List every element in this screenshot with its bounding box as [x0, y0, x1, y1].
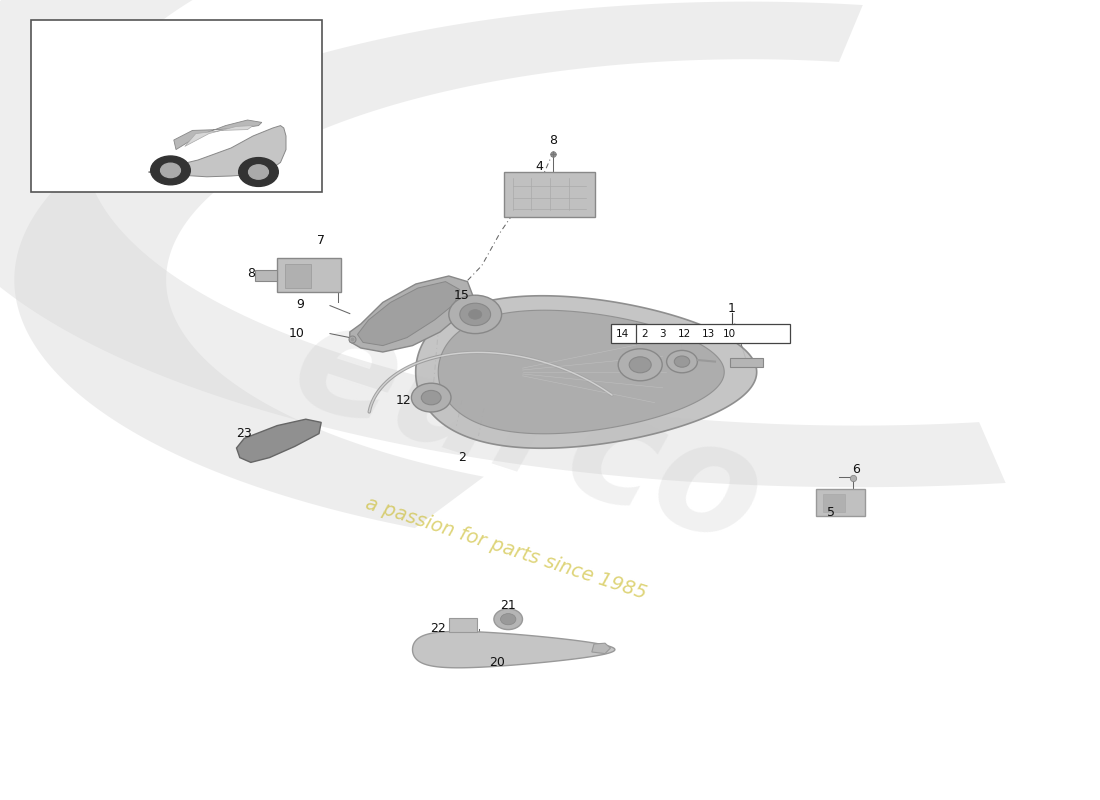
Circle shape [411, 383, 451, 412]
Polygon shape [236, 419, 321, 462]
Text: 20: 20 [490, 656, 505, 669]
Circle shape [239, 158, 278, 186]
Text: 7: 7 [317, 234, 326, 246]
FancyBboxPatch shape [277, 258, 341, 292]
Circle shape [500, 614, 516, 625]
Text: 10: 10 [723, 329, 736, 338]
Circle shape [494, 609, 522, 630]
Text: 5: 5 [826, 506, 835, 518]
Text: 1: 1 [727, 302, 736, 315]
Text: 9: 9 [296, 298, 305, 310]
Circle shape [249, 165, 268, 179]
Text: 10: 10 [289, 327, 305, 340]
FancyBboxPatch shape [449, 618, 477, 632]
Polygon shape [14, 2, 862, 528]
Polygon shape [350, 276, 473, 352]
Text: 2: 2 [458, 451, 466, 464]
Text: 14: 14 [616, 329, 629, 338]
Text: 4: 4 [535, 160, 543, 173]
Bar [31, 20, 322, 192]
Polygon shape [0, 0, 1005, 487]
Polygon shape [592, 643, 611, 654]
Polygon shape [174, 120, 262, 150]
Bar [610, 324, 790, 343]
Polygon shape [185, 126, 253, 146]
Circle shape [469, 310, 482, 319]
Polygon shape [358, 282, 460, 346]
Circle shape [618, 349, 662, 381]
Text: 3: 3 [659, 329, 666, 338]
Polygon shape [438, 310, 724, 434]
Polygon shape [148, 126, 286, 177]
Text: 6: 6 [851, 463, 860, 476]
FancyBboxPatch shape [255, 270, 277, 281]
Text: 12: 12 [678, 329, 691, 338]
Circle shape [421, 390, 441, 405]
Circle shape [629, 357, 651, 373]
Circle shape [460, 303, 491, 326]
FancyBboxPatch shape [816, 489, 865, 516]
Text: 8: 8 [246, 267, 255, 280]
Text: eurco: eurco [275, 286, 781, 578]
Text: 2: 2 [641, 329, 648, 338]
Text: 21: 21 [500, 599, 516, 612]
Circle shape [151, 156, 190, 185]
Text: 8: 8 [549, 134, 558, 146]
Text: 22: 22 [430, 622, 446, 634]
Circle shape [667, 350, 697, 373]
Text: 15: 15 [454, 289, 470, 302]
Text: a passion for parts since 1985: a passion for parts since 1985 [363, 494, 649, 602]
Text: 12: 12 [396, 394, 411, 406]
Text: 13: 13 [702, 329, 715, 338]
Polygon shape [416, 296, 757, 448]
Text: 23: 23 [236, 427, 252, 440]
Circle shape [674, 356, 690, 367]
Polygon shape [412, 631, 615, 668]
FancyBboxPatch shape [285, 264, 311, 288]
FancyBboxPatch shape [504, 172, 595, 217]
FancyBboxPatch shape [730, 358, 763, 367]
Circle shape [449, 295, 502, 334]
Circle shape [161, 163, 180, 178]
FancyBboxPatch shape [823, 494, 845, 512]
